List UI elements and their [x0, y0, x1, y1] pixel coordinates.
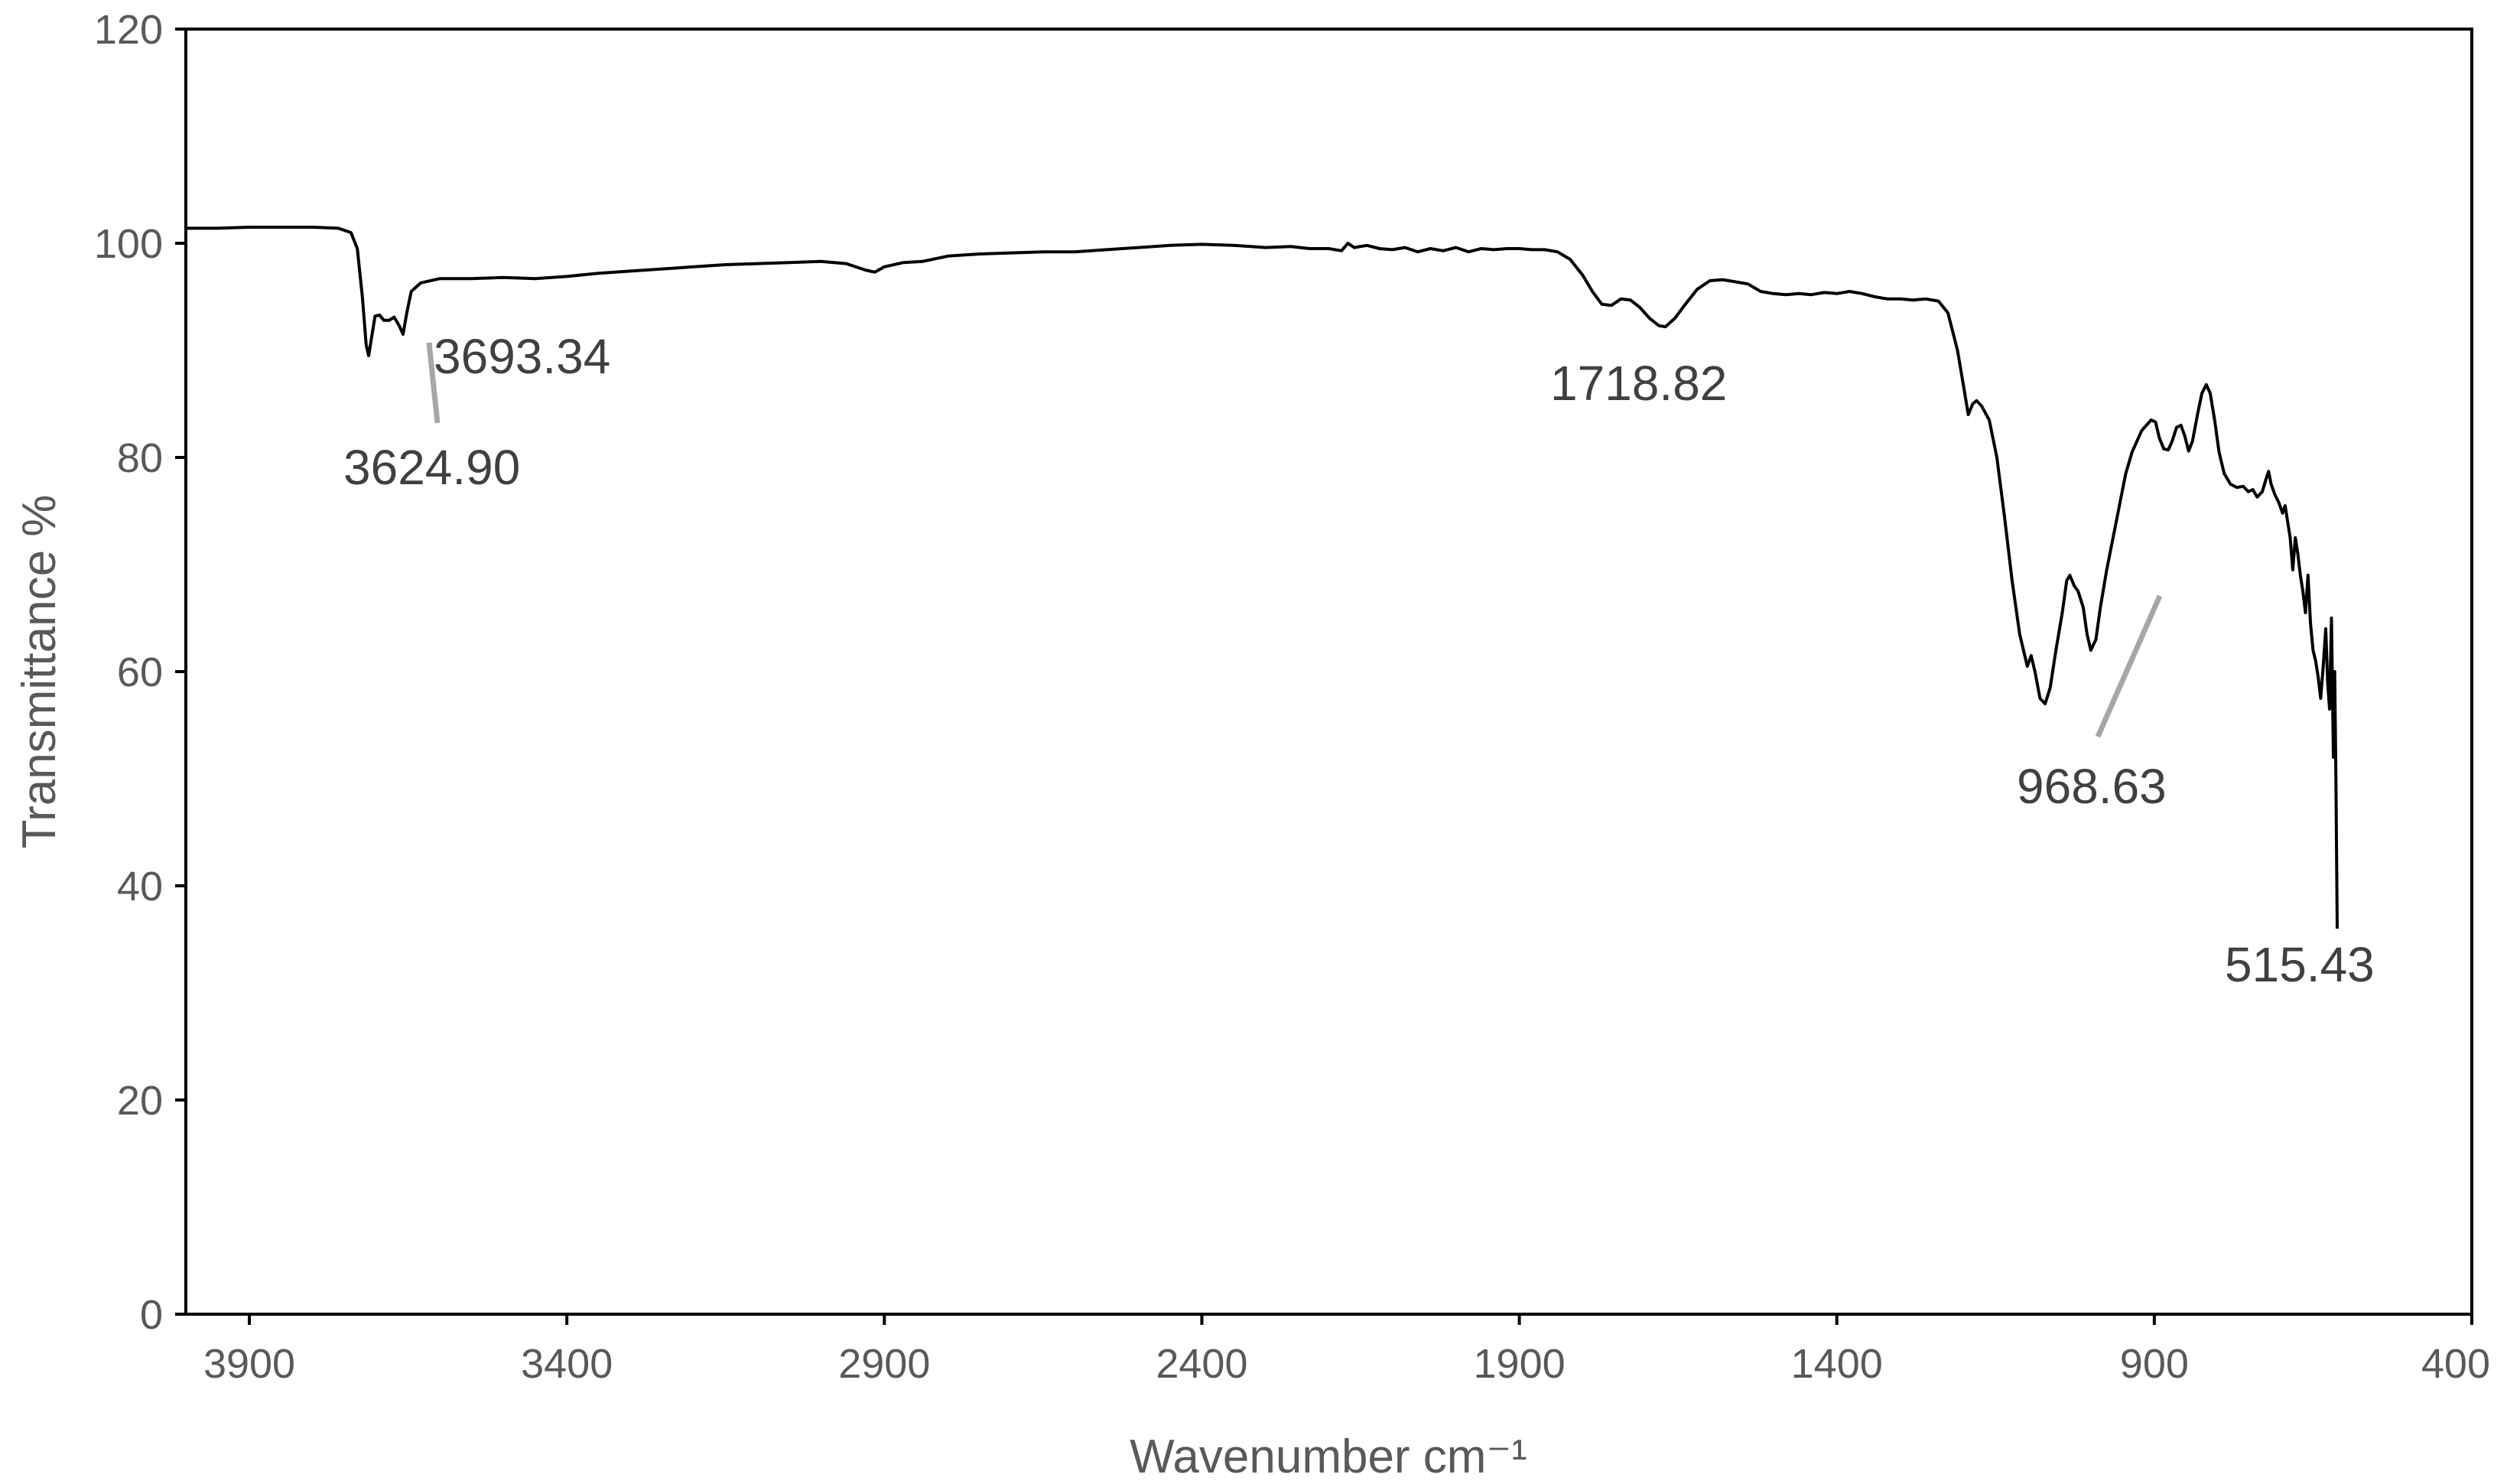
x-tick-label: 900: [2120, 1341, 2189, 1387]
y-axis-ticks: 0 20 40 60 80 100 120: [94, 7, 186, 1338]
x-axis-title: Wavenumber cm⁻¹: [1130, 1430, 1527, 1483]
annotation-3624: 3624.90: [343, 440, 520, 495]
x-tick-label: 400: [2421, 1341, 2490, 1387]
leader-line-968: [2095, 594, 2163, 738]
y-tick-label: 0: [140, 1292, 163, 1338]
y-tick-label: 60: [117, 649, 163, 695]
annotation-968: 968.63: [2017, 759, 2167, 814]
x-tick-label: 3400: [521, 1341, 613, 1387]
y-tick-label: 120: [94, 7, 163, 53]
x-tick-label: 1900: [1474, 1341, 1566, 1387]
x-tick-label: 3900: [203, 1341, 295, 1387]
x-tick-label: 2400: [1156, 1341, 1247, 1387]
y-tick-label: 40: [117, 864, 163, 910]
annotation-515: 515.43: [2225, 937, 2375, 992]
y-axis-title: Transmittance %: [13, 495, 66, 849]
x-axis-ticks: 3900 3400 2900 2400 1900 1400 900 400: [203, 1314, 2490, 1387]
series-line: [186, 226, 2339, 929]
x-tick-label: 2900: [838, 1341, 930, 1387]
y-tick-label: 20: [117, 1078, 163, 1124]
annotation-leader-lines: [426, 342, 2163, 738]
plot-area: [184, 28, 2473, 1316]
annotation-1718: 1718.82: [1550, 356, 1727, 411]
y-tick-label: 80: [117, 435, 163, 481]
leader-line-3624: [426, 342, 441, 424]
annotation-3693: 3693.34: [434, 329, 610, 384]
y-tick-label: 100: [94, 221, 163, 267]
x-tick-label: 1400: [1791, 1341, 1883, 1387]
